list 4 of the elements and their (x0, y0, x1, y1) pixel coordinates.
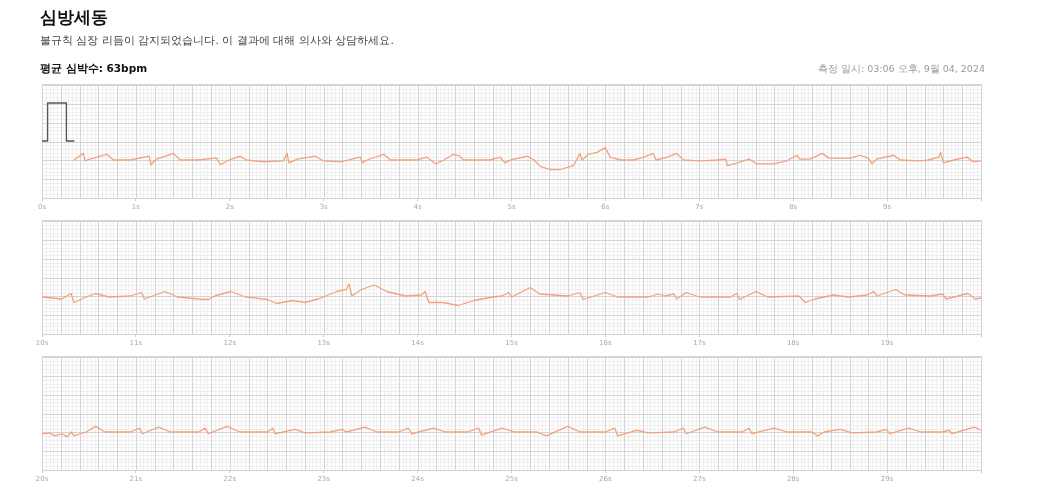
text: 측정 일시: 03:06 오후, 9월 04, 2024 (817, 63, 985, 76)
chart-title: 심방세동 (40, 6, 108, 29)
chart-subtitle: 불규칙 심장 리듬이 감지되었습니다. 이 결과에 대해 의사와 상담하세요. (40, 33, 394, 48)
text: 평균 심박수: 63bpm (40, 62, 148, 76)
